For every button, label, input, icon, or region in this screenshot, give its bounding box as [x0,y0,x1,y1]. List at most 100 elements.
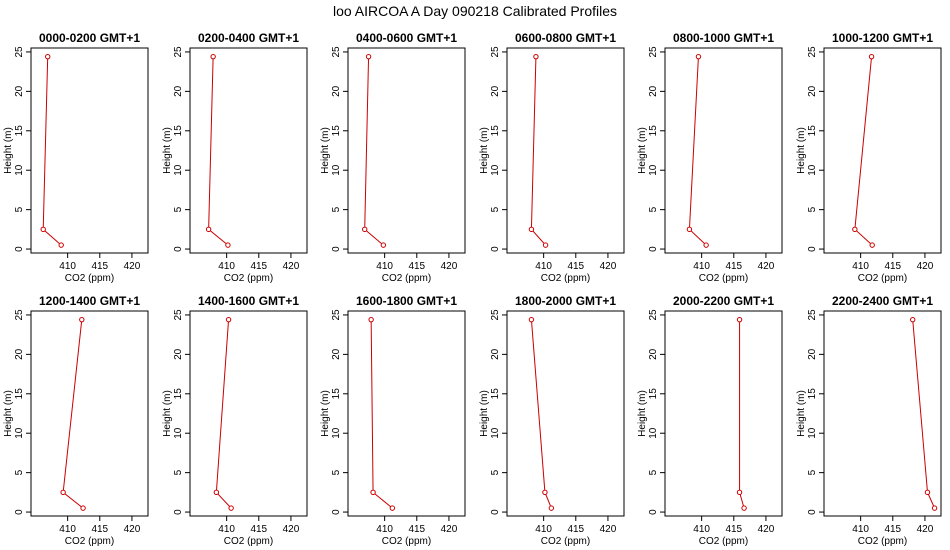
panel-title: 0800-1000 GMT+1 [673,31,774,45]
x-tick-label: 410 [693,261,710,272]
x-axis-label: CO2 (ppm) [65,536,114,547]
panel-title: 1000-1200 GMT+1 [832,31,933,45]
x-tick-label: 415 [250,524,267,535]
y-tick-label: 20 [173,348,184,360]
profile-point [703,242,709,248]
profile-point [205,226,212,233]
y-tick-label: 5 [331,206,342,212]
x-tick-label: 420 [441,524,458,535]
y-tick-label: 20 [331,85,342,97]
y-tick-label: 25 [173,309,184,321]
plot-frame [30,310,149,517]
y-tick-label: 5 [14,469,25,475]
y-tick-label: 25 [173,46,184,58]
profile-line [912,319,936,509]
y-axis-label: Height (m) [796,127,807,174]
y-tick-label: 10 [173,427,184,439]
y-tick-label: 15 [331,125,342,137]
plot-frame [347,310,466,517]
plot-frame [347,47,466,254]
profile-point [228,505,234,511]
y-axis-label: Height (m) [479,127,490,174]
profile-point [213,489,220,496]
y-tick-label: 10 [14,427,25,439]
profile-line [215,319,232,509]
y-tick-label: 25 [331,309,342,321]
x-tick-label: 410 [376,524,393,535]
panel-9: 1600-1800 GMT+1 410 415 420 0 5 10 15 20 25 CO2 (p… [320,294,466,547]
x-tick-label: 420 [600,261,617,272]
profile-point [548,505,555,511]
panel-4: 0600-0800 GMT+1 410 415 420 0 5 10 15 20 25 CO2 (p… [479,31,625,284]
plot-frame [506,310,625,517]
y-tick-label: 15 [490,388,501,400]
y-tick-label: 25 [331,46,342,58]
x-tick-label: 420 [441,261,458,272]
y-axis-label: Height (m) [796,390,807,437]
y-tick-label: 10 [173,164,184,176]
y-tick-label: 5 [173,469,184,475]
panel-10: 1800-2000 GMT+1 410 415 420 0 5 10 15 20 25 CO2 (p… [479,294,625,547]
y-axis-label: Height (m) [637,390,648,437]
y-tick-label: 20 [14,85,25,97]
y-tick-label: 25 [648,309,659,321]
y-tick-label: 15 [331,388,342,400]
x-tick-label: 415 [567,261,584,272]
profile-point [225,242,231,248]
y-tick-label: 5 [490,206,501,212]
profile-line [739,319,745,509]
x-tick-label: 410 [376,261,393,272]
profile-point [380,242,387,248]
y-axis-label: Height (m) [162,390,173,437]
y-tick-label: 10 [14,164,25,176]
panel-title: 1200-1400 GMT+1 [39,294,140,308]
y-tick-label: 15 [648,125,659,137]
panel-grid: 0000-0200 GMT+1 410 415 420 0 5 10 15 20 25 CO2 (p… [3,31,942,547]
profile-line [854,56,873,246]
y-tick-label: 15 [807,388,818,400]
x-tick-label: 420 [124,261,141,272]
y-tick-label: 10 [331,164,342,176]
x-axis-label: CO2 (ppm) [858,536,907,547]
y-tick-label: 5 [331,469,342,475]
x-tick-label: 415 [91,524,108,535]
panel-title: 0200-0400 GMT+1 [198,31,299,45]
y-tick-label: 0 [648,509,659,515]
y-tick-label: 5 [490,469,501,475]
x-tick-label: 410 [852,524,869,535]
panel-title: 1600-1800 GMT+1 [356,294,457,308]
y-tick-label: 0 [807,509,818,515]
profile-point [868,53,875,60]
y-tick-label: 0 [807,246,818,252]
panel-12: 2200-2400 GMT+1 410 415 420 0 5 10 15 20 25 CO2 (p… [796,294,942,547]
x-tick-label: 410 [59,524,76,535]
y-tick-label: 5 [648,469,659,475]
y-tick-label: 25 [14,309,25,321]
profile-point [869,242,875,248]
y-tick-label: 25 [807,46,818,58]
profile-point [368,316,374,323]
plot-frame [664,310,783,517]
x-tick-label: 415 [567,524,584,535]
profile-point [45,53,51,60]
profile-point [528,316,535,323]
y-tick-label: 0 [490,509,501,515]
panel-1: 0000-0200 GMT+1 410 415 420 0 5 10 15 20 25 CO2 (p… [3,31,149,284]
y-tick-label: 25 [807,309,818,321]
panel-6: 1000-1200 GMT+1 410 415 420 0 5 10 15 20 25 CO2 (p… [796,31,942,284]
y-tick-label: 20 [648,85,659,97]
x-tick-label: 410 [535,261,552,272]
panel-11: 2000-2200 GMT+1 410 415 420 0 5 10 15 20 25 CO2 (p… [637,294,783,547]
profile-point [924,489,931,496]
x-axis-label: CO2 (ppm) [541,536,590,547]
profile-point [79,316,85,323]
profile-point [736,489,743,496]
x-tick-label: 410 [59,261,76,272]
x-tick-label: 420 [283,524,300,535]
panel-title: 0000-0200 GMT+1 [39,31,140,45]
y-tick-label: 5 [807,469,818,475]
profile-point [40,226,46,233]
profile-line [370,319,393,509]
y-axis-label: Height (m) [320,390,331,437]
